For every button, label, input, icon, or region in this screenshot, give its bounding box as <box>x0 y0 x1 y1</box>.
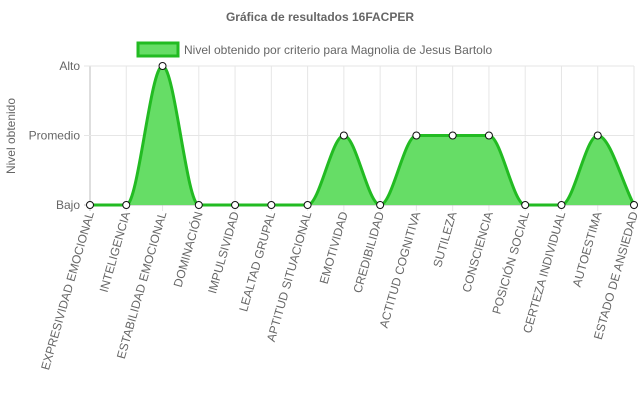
y-axis-label: Nivel obtenido <box>4 98 18 174</box>
x-tick-label: AUTOESTIMA <box>570 210 605 289</box>
data-point[interactable] <box>630 201 638 209</box>
x-tick-label: INTELIGENCIA <box>97 210 133 294</box>
chart-title: Gráfica de resultados 16FACPER <box>226 10 414 24</box>
data-point[interactable] <box>521 201 530 209</box>
data-point[interactable] <box>122 201 131 209</box>
series-line <box>90 64 636 207</box>
data-point[interactable] <box>86 201 94 209</box>
x-tick-label: EMOTIVIDAD <box>317 210 351 286</box>
legend[interactable]: Nivel obtenido por criterio para Magnoli… <box>136 41 492 58</box>
data-point[interactable] <box>412 131 421 140</box>
x-tick-label: CREDIBILIDAD <box>350 210 387 295</box>
data-point[interactable] <box>231 201 240 209</box>
data-point[interactable] <box>267 201 276 209</box>
x-tick-label: POSICIÓN SOCIAL <box>488 209 532 315</box>
x-tick-label: ACTITUD COGNITIVA <box>377 210 424 330</box>
data-points[interactable] <box>86 62 638 209</box>
y-tick-label: Bajo <box>56 198 80 212</box>
x-tick-label: LEALTAD GRUPAL <box>236 210 278 314</box>
x-tick-label: CONSCIENCIA <box>459 210 495 294</box>
data-point[interactable] <box>158 62 167 70</box>
y-tick-label: Promedio <box>29 129 81 143</box>
x-tick-label: IMPULSIVIDAD <box>205 210 242 296</box>
x-axis-ticks: EXPRESIVIDAD EMOCIONAL INTELIGENCIAESTABI… <box>38 209 639 371</box>
data-point[interactable] <box>448 131 457 140</box>
y-tick-label: Alto <box>59 59 80 73</box>
data-point[interactable] <box>376 201 385 209</box>
data-point[interactable] <box>557 201 566 209</box>
y-axis-ticks: Bajo Promedio Alto <box>29 59 81 212</box>
data-series <box>90 64 636 207</box>
x-tick-label: EXPRESIVIDAD EMOCIONAL <box>38 210 97 372</box>
data-point[interactable] <box>593 131 602 140</box>
data-point[interactable] <box>303 201 312 209</box>
legend-swatch[interactable] <box>136 41 180 58</box>
x-tick-label: DOMINACIÓN <box>170 210 206 289</box>
data-point[interactable] <box>484 131 493 140</box>
series-area <box>90 66 634 205</box>
data-point[interactable] <box>339 131 348 140</box>
x-tick-label: SUTILEZA <box>430 210 459 269</box>
legend-label[interactable]: Nivel obtenido por criterio para Magnoli… <box>184 43 492 57</box>
data-point[interactable] <box>194 201 203 209</box>
